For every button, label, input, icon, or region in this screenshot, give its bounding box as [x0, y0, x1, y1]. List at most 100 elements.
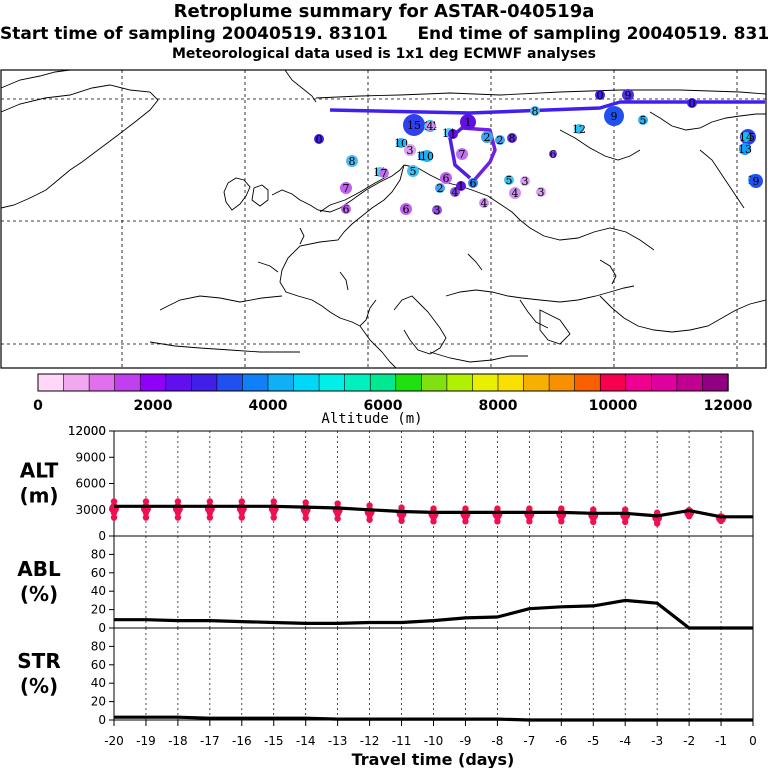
- altitude-scatter-point: [430, 518, 437, 525]
- x-tick-label: -16: [232, 734, 252, 748]
- panel-ylabel: (%): [20, 582, 58, 606]
- plume-marker-dot: [739, 143, 751, 155]
- plume-marker-label: 9: [753, 175, 760, 188]
- colorbar-cell: [63, 373, 90, 392]
- plume-marker-dot: [536, 187, 546, 197]
- y-tick-label: 40: [91, 676, 106, 690]
- time-series-panels: 03000600090001200012000ALT(m)020406080AB…: [17, 424, 757, 768]
- altitude-scatter-point: [174, 509, 182, 516]
- altitude-scatter-point: [206, 498, 214, 505]
- plume-marker-dot: [379, 168, 389, 178]
- plume-marker-day-9: 9: [622, 89, 634, 102]
- plume-marker-day-8: 8: [530, 105, 540, 118]
- plume-marker-label: 6: [550, 148, 557, 161]
- plume-markers: 7696463581515141413131212111110109988776…: [314, 89, 763, 217]
- x-tick-label: -9: [459, 734, 471, 748]
- panel-abl: 0 20 40 60 80 ABL(%): [17, 535, 754, 635]
- plume-marker-dot: [622, 89, 634, 101]
- y-tick-label: 0: [98, 713, 106, 727]
- colorbar-tick-label: 10000: [589, 398, 638, 414]
- colorbar-cell: [523, 373, 550, 392]
- altitude-scatter-point: [590, 518, 597, 526]
- altitude-scatter-point: [142, 509, 150, 516]
- plume-marker-label: 1: [458, 180, 465, 193]
- altitude-scatter-point: [398, 504, 405, 511]
- plume-marker-label: 6: [470, 177, 477, 190]
- sampling-time-subtitle: Start time of sampling 20040519. 83101 E…: [0, 24, 768, 44]
- colorbar-cell: [165, 373, 193, 392]
- plume-marker-label: 7: [381, 167, 388, 180]
- x-tick-label: -12: [360, 734, 380, 748]
- altitude-scatter-point: [717, 517, 725, 525]
- plume-marker-day-3: 3: [536, 186, 546, 199]
- plume-marker-day-13: 13: [738, 143, 752, 156]
- plume-marker-dot: [456, 181, 466, 191]
- colorbar-cell: [574, 373, 601, 392]
- plume-marker-day-15: 15: [403, 114, 425, 136]
- y-tick-label: 20: [91, 603, 106, 617]
- altitude-scatter-point: [302, 510, 309, 517]
- plume-marker-dot: [403, 114, 425, 136]
- x-tick-label: -18: [168, 734, 188, 748]
- x-tick-label: -7: [523, 734, 535, 748]
- plume-marker-day-1: 1: [460, 114, 476, 130]
- colorbar-tick-label: 6000: [364, 398, 403, 414]
- series-line-str: [114, 715, 753, 722]
- plume-marker-day-5: 5: [407, 165, 419, 178]
- plume-marker-dot: [520, 176, 530, 186]
- plume-marker-dot: [421, 150, 433, 162]
- altitude-scatter-point: [238, 498, 245, 505]
- colorbar-cell: [548, 373, 576, 392]
- altitude-scatter-point: [334, 500, 341, 507]
- colorbar-cell: [676, 373, 704, 392]
- plume-marker-day-6: 6: [440, 172, 452, 185]
- x-tick-label: -5: [587, 734, 599, 748]
- colorbar-cell: [421, 373, 448, 392]
- plume-marker-day-8: 8: [346, 155, 358, 168]
- plume-marker-label: 2: [437, 182, 444, 195]
- plume-marker-dot: [504, 175, 514, 185]
- colorbar-cell: [267, 373, 295, 392]
- plume-marker-label: 12: [572, 123, 586, 136]
- plume-marker-label: 5: [410, 165, 417, 178]
- altitude-scatter-point: [685, 513, 693, 520]
- y-tick-label: 40: [91, 584, 106, 598]
- panel-str: 0 20 40 60 80 STR(%): [17, 627, 754, 727]
- colorbar-tick-label: 4000: [249, 398, 288, 414]
- colorbar-axis-label: Altitude (m): [321, 411, 422, 427]
- plume-marker-label: 13: [738, 143, 752, 156]
- x-tick-label: -8: [491, 734, 503, 748]
- plume-marker-day-0: 0: [687, 97, 697, 110]
- x-tick-label: -14: [296, 734, 316, 748]
- plume-marker-label: 9: [625, 89, 632, 102]
- plume-marker-label: 3: [434, 204, 441, 217]
- plume-marker-dot: [741, 132, 751, 142]
- colorbar-cell: [395, 373, 423, 392]
- plume-marker-label: 5: [506, 174, 513, 187]
- plume-marker-label: 2: [484, 131, 491, 144]
- plume-marker-day-6: 6: [549, 148, 557, 161]
- y-tick-label: 12000: [68, 424, 106, 438]
- plume-marker-label: 0: [597, 89, 604, 102]
- colorbar-cell: [599, 373, 627, 392]
- altitude-scatter-point: [622, 506, 629, 513]
- colorbar-cell: [114, 373, 141, 392]
- plume-marker-dot: [432, 205, 442, 215]
- x-tick-label: -10: [424, 734, 444, 748]
- x-tick-label: -19: [136, 734, 156, 748]
- x-tick-label: -15: [264, 734, 284, 748]
- plume-marker-dot: [495, 135, 505, 145]
- y-tick-label: 12000: [68, 424, 106, 438]
- altitude-scatter-point: [206, 514, 214, 521]
- plume-marker-dot: [530, 106, 540, 116]
- altitude-scatter-point: [142, 498, 150, 505]
- plume-marker-dot: [396, 138, 406, 148]
- plume-marker-dot: [595, 90, 605, 100]
- colorbar-tick-label: 8000: [479, 398, 518, 414]
- x-tick-label: -1: [715, 734, 727, 748]
- altitude-scatter-point: [558, 505, 565, 512]
- plume-marker-label: 5: [640, 114, 647, 127]
- colorbar-cell: [369, 373, 397, 392]
- panel-ylabel: STR: [17, 649, 60, 673]
